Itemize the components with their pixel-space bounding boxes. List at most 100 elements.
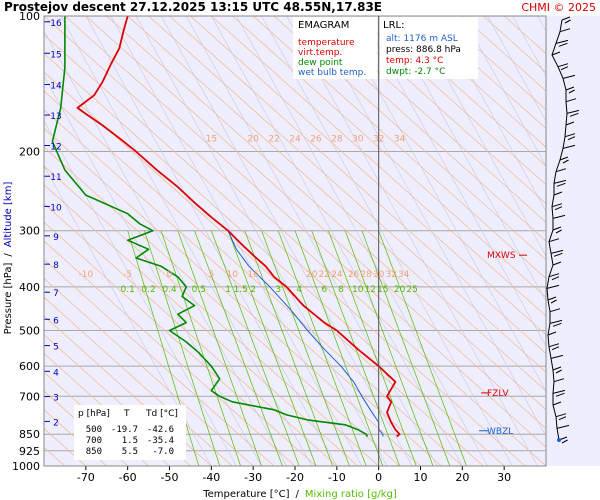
- pressure-tick-label: 400: [19, 281, 40, 294]
- table-header-t: T: [123, 409, 130, 419]
- wind-barb: [549, 319, 563, 324]
- wind-barb: [548, 238, 560, 243]
- wind-barb: [552, 261, 562, 266]
- isotherm-label: 10: [227, 270, 239, 280]
- mixing-ratio-label: 2: [250, 285, 256, 295]
- mxws-label: MXWS: [487, 251, 516, 261]
- wind-barb: [552, 322, 562, 327]
- temperature-tick-label: -60: [119, 471, 137, 484]
- mixing-ratio-label: 1.5: [233, 285, 247, 295]
- isotherm-line: [44, 259, 275, 466]
- isotherm-label: 34: [398, 270, 410, 280]
- wind-surface-dot: [557, 438, 561, 442]
- wind-barb: [556, 424, 570, 429]
- x-axis-title-separator: /: [296, 489, 300, 500]
- wind-barb: [548, 343, 560, 348]
- isotherm-line: [44, 221, 317, 466]
- isotherm-line: [106, 16, 546, 411]
- isotherm-label: 26: [310, 134, 322, 144]
- isotherm-line: [148, 16, 546, 373]
- axes: 1002003004005006007008509251000234567891…: [12, 10, 547, 484]
- altitude-tick-label: 12: [50, 143, 61, 153]
- temperature-tick-label: -20: [286, 471, 304, 484]
- mixing-ratio-label: 20: [394, 285, 406, 295]
- wind-barb: [552, 401, 562, 406]
- lrl-background: [380, 17, 478, 79]
- isotherm-line: [378, 16, 546, 167]
- wind-barb: [567, 136, 576, 141]
- adiabat-line: [60, 16, 312, 466]
- mixing-ratio-label: 8: [338, 285, 344, 295]
- temperature-tick-label: -30: [244, 471, 262, 484]
- table-row-850-t: 5.5: [122, 447, 138, 457]
- isotherm-label: 20: [247, 134, 259, 144]
- mixing-ratio-label: 0.1: [121, 285, 135, 295]
- pressure-tick-label: 100: [19, 10, 40, 23]
- wind-barb: [566, 109, 580, 114]
- isotherm-label: 22: [319, 270, 330, 280]
- isotherm-line: [441, 16, 546, 111]
- chart-title: Prostejov descent 27.12.2025 13:15 UTC 4…: [4, 0, 382, 14]
- temperature-tick-label: -40: [202, 471, 220, 484]
- isotherm-line: [44, 34, 526, 466]
- table-row-850-td: -7.0: [152, 447, 174, 457]
- isotherm-line: [44, 128, 421, 466]
- wind-barb: [552, 226, 562, 231]
- mixing-ratio-line: [160, 230, 241, 466]
- isotherm-line: [44, 353, 170, 466]
- wind-barb: [550, 249, 564, 254]
- mixing-ratio-label: 25: [406, 285, 417, 295]
- mixing-ratio-label: 0.5: [192, 285, 206, 295]
- mixing-ratio-line: [378, 230, 467, 466]
- temperature-line: [76, 16, 401, 438]
- temperature-tick-label: -50: [161, 471, 179, 484]
- mixing-ratio-label: 0.4: [162, 285, 177, 295]
- y-axis-title-separator: /: [3, 253, 14, 257]
- altitude-tick-label: 13: [50, 112, 61, 122]
- wind-barb: [557, 63, 569, 68]
- wind-profile: [546, 16, 580, 444]
- level-markers: MXWS FZLV WBZL: [479, 251, 527, 437]
- adiabat-line: [286, 16, 538, 466]
- isotherm-label: 15: [206, 134, 217, 144]
- isotherm-label: 24: [289, 134, 301, 144]
- altitude-tick-label: 5: [53, 343, 59, 353]
- temperature-tick-label: 20: [455, 471, 469, 484]
- temperature-tick-label: 10: [414, 471, 428, 484]
- adiabat-line: [160, 16, 413, 466]
- mixing-ratio-label: 10: [352, 285, 364, 295]
- table-header-td: Td [°C]: [145, 409, 178, 419]
- isotherm-label: 5: [208, 270, 214, 280]
- isotherm-label: 22: [268, 134, 279, 144]
- y-axis-title-pressure: Pressure [hPa]: [3, 263, 14, 335]
- wind-barb: [560, 66, 569, 71]
- isotherm-label: 28: [331, 134, 343, 144]
- wind-barb: [561, 439, 568, 444]
- wind-barb: [559, 156, 569, 161]
- table-row-700-t: 1.5: [122, 436, 138, 446]
- wind-barb: [554, 206, 563, 211]
- mixing-ratio-line: [194, 230, 283, 466]
- pressure-tick-label: 850: [19, 428, 40, 441]
- wind-barb: [562, 159, 569, 164]
- isotherm-line: [315, 16, 546, 223]
- wind-barb: [555, 168, 567, 173]
- wind-barb: [559, 28, 571, 33]
- wind-barb: [553, 191, 563, 196]
- adiabat-line: [135, 16, 388, 466]
- isotherm-line: [44, 315, 212, 466]
- altitude-tick-label: 3: [53, 394, 59, 404]
- mixing-ratio-line: [211, 230, 300, 466]
- adiabat-line: [211, 16, 463, 466]
- wind-barb: [555, 229, 562, 234]
- altitude-tick-label: 16: [50, 19, 62, 29]
- altitude-tick-label: 7: [53, 289, 59, 299]
- adiabat-line: [487, 16, 546, 122]
- wind-barb: [555, 39, 569, 44]
- wind-barb: [551, 346, 560, 351]
- adiabat-line: [361, 16, 546, 347]
- altitude-tick-label: 9: [53, 233, 59, 243]
- values-table-box: [74, 405, 186, 460]
- mixing-ratio-label: 15: [377, 285, 388, 295]
- mixing-ratio-label: 6: [321, 285, 327, 295]
